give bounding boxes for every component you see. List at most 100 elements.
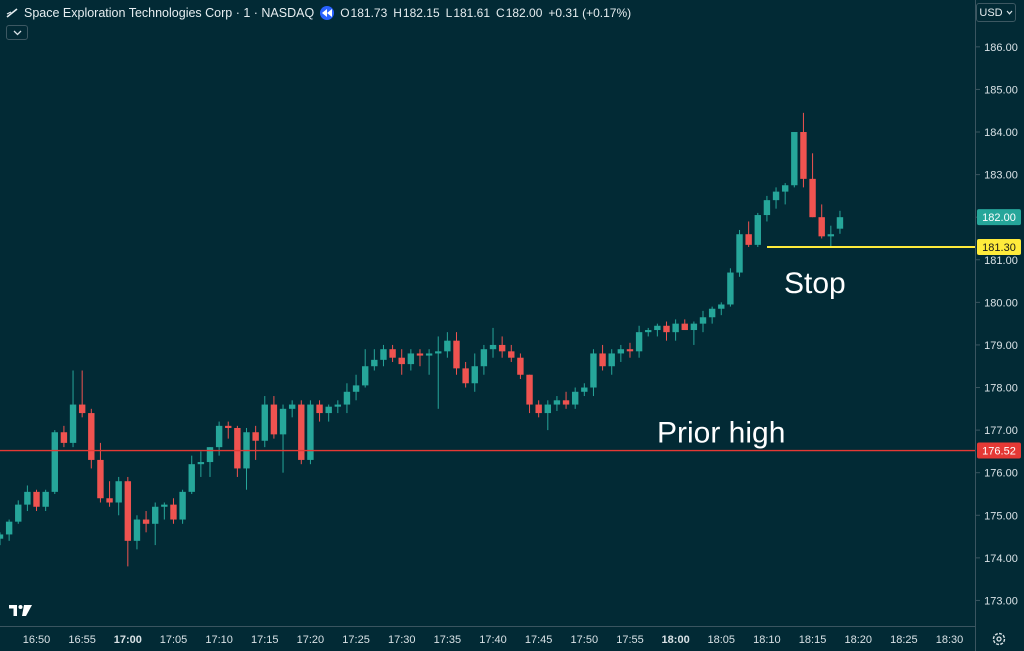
candle-body[interactable] [97,459,104,499]
candle-body[interactable] [51,432,58,492]
candle-body[interactable] [690,323,698,331]
candle-body[interactable] [453,340,460,369]
candle-body[interactable] [727,272,734,305]
candle-body[interactable] [288,404,296,409]
candle-body[interactable] [718,304,725,309]
candle-body[interactable] [425,353,433,356]
candle-body[interactable] [261,404,268,441]
candle-body[interactable] [142,519,150,524]
candle-body[interactable] [608,353,615,367]
candle-body[interactable] [635,332,643,352]
candle-body[interactable] [571,391,579,405]
candle-body[interactable] [298,404,305,460]
candle-body[interactable] [672,323,679,333]
candle-body[interactable] [781,185,789,192]
candle-body[interactable] [234,427,241,469]
candle-body[interactable] [444,340,451,352]
candle-body[interactable] [663,325,670,333]
candle-body[interactable] [0,534,4,539]
candle-body[interactable] [416,353,424,356]
candle-body[interactable] [270,404,278,435]
candle-body[interactable] [508,351,515,358]
candle-body[interactable] [708,308,716,318]
candle-body[interactable] [371,359,378,367]
symbol-title[interactable]: Space Exploration Technologies Corp · 1 … [24,6,315,20]
candle-body[interactable] [24,491,31,505]
candle-body[interactable] [398,357,405,365]
candle-body[interactable] [645,330,652,333]
rewind-icon[interactable] [320,6,335,20]
candle-body[interactable] [124,481,132,541]
candle-body[interactable] [352,385,360,392]
candle-body[interactable] [343,391,351,405]
candle-body[interactable] [699,317,707,324]
currency-selector[interactable]: USD [976,3,1016,22]
candle-body[interactable] [389,349,396,358]
candle-body[interactable] [763,200,771,216]
candle-body[interactable] [60,432,68,443]
candle-body[interactable] [15,504,22,522]
candle-body[interactable] [617,349,625,354]
candle-body[interactable] [170,504,177,520]
candle-body[interactable] [307,404,314,460]
candle-body[interactable] [526,374,533,405]
candle-body[interactable] [380,349,387,360]
candle-body[interactable] [745,234,752,245]
candle-body[interactable] [517,357,524,375]
candle-body[interactable] [435,351,442,354]
candle-body[interactable] [33,491,40,507]
candle-body[interactable] [362,366,369,386]
candle-body[interactable] [480,349,488,367]
candle-body[interactable] [106,498,113,503]
candle-body[interactable] [736,234,743,273]
candle-body[interactable] [590,353,597,388]
price-axis[interactable]: 173.00 174.00 175.00 176.00 177.00 178.00 179.… [976,42,1018,608]
candle-body[interactable] [206,447,214,463]
candle-body[interactable] [827,234,835,237]
candle-body[interactable] [5,521,13,535]
candle-body[interactable] [498,344,506,352]
candle-body[interactable] [581,387,588,392]
candle-body[interactable] [316,404,323,414]
candle-body[interactable] [78,404,86,414]
candle-body[interactable] [809,178,816,218]
candle-body[interactable] [791,132,798,186]
candle-body[interactable] [279,408,287,435]
candle-body[interactable] [535,404,542,414]
candle-body[interactable] [626,349,634,352]
collapse-legend-button[interactable] [6,25,28,40]
candle-body[interactable] [599,353,606,367]
candle-body[interactable] [188,464,195,492]
candle-body[interactable] [754,215,761,245]
candle-body[interactable] [836,217,844,229]
candle-body[interactable] [681,323,688,331]
candle-body[interactable] [544,404,551,414]
candle-body[interactable] [407,353,415,365]
candle-body[interactable] [215,425,223,448]
candle-body[interactable] [179,491,186,520]
candle-body[interactable] [252,432,259,441]
candle-body[interactable] [553,400,561,405]
candle-body[interactable] [42,491,49,507]
candle-body[interactable] [88,413,95,460]
candle-body[interactable] [133,519,141,541]
candle-body[interactable] [562,400,570,405]
settings-icon[interactable] [991,631,1007,647]
candle-body[interactable] [69,404,77,443]
candle-body[interactable] [225,425,232,428]
candle-body[interactable] [772,191,780,201]
candle-body[interactable] [462,368,469,384]
candle-body[interactable] [197,462,205,465]
candle-body[interactable] [654,325,661,331]
candle-body[interactable] [471,366,478,384]
candle-body[interactable] [489,344,497,350]
candle-body[interactable] [161,504,168,507]
candle-body[interactable] [325,406,332,414]
time-axis[interactable]: 16:50 16:55 17:00 17:05 17:10 17:15 17:20 17:25… [23,634,964,646]
candle-body[interactable] [818,217,825,237]
candle-body[interactable] [152,506,159,524]
candle-body[interactable] [115,481,122,503]
candle-body[interactable] [800,132,807,179]
candle-body[interactable] [334,404,342,407]
